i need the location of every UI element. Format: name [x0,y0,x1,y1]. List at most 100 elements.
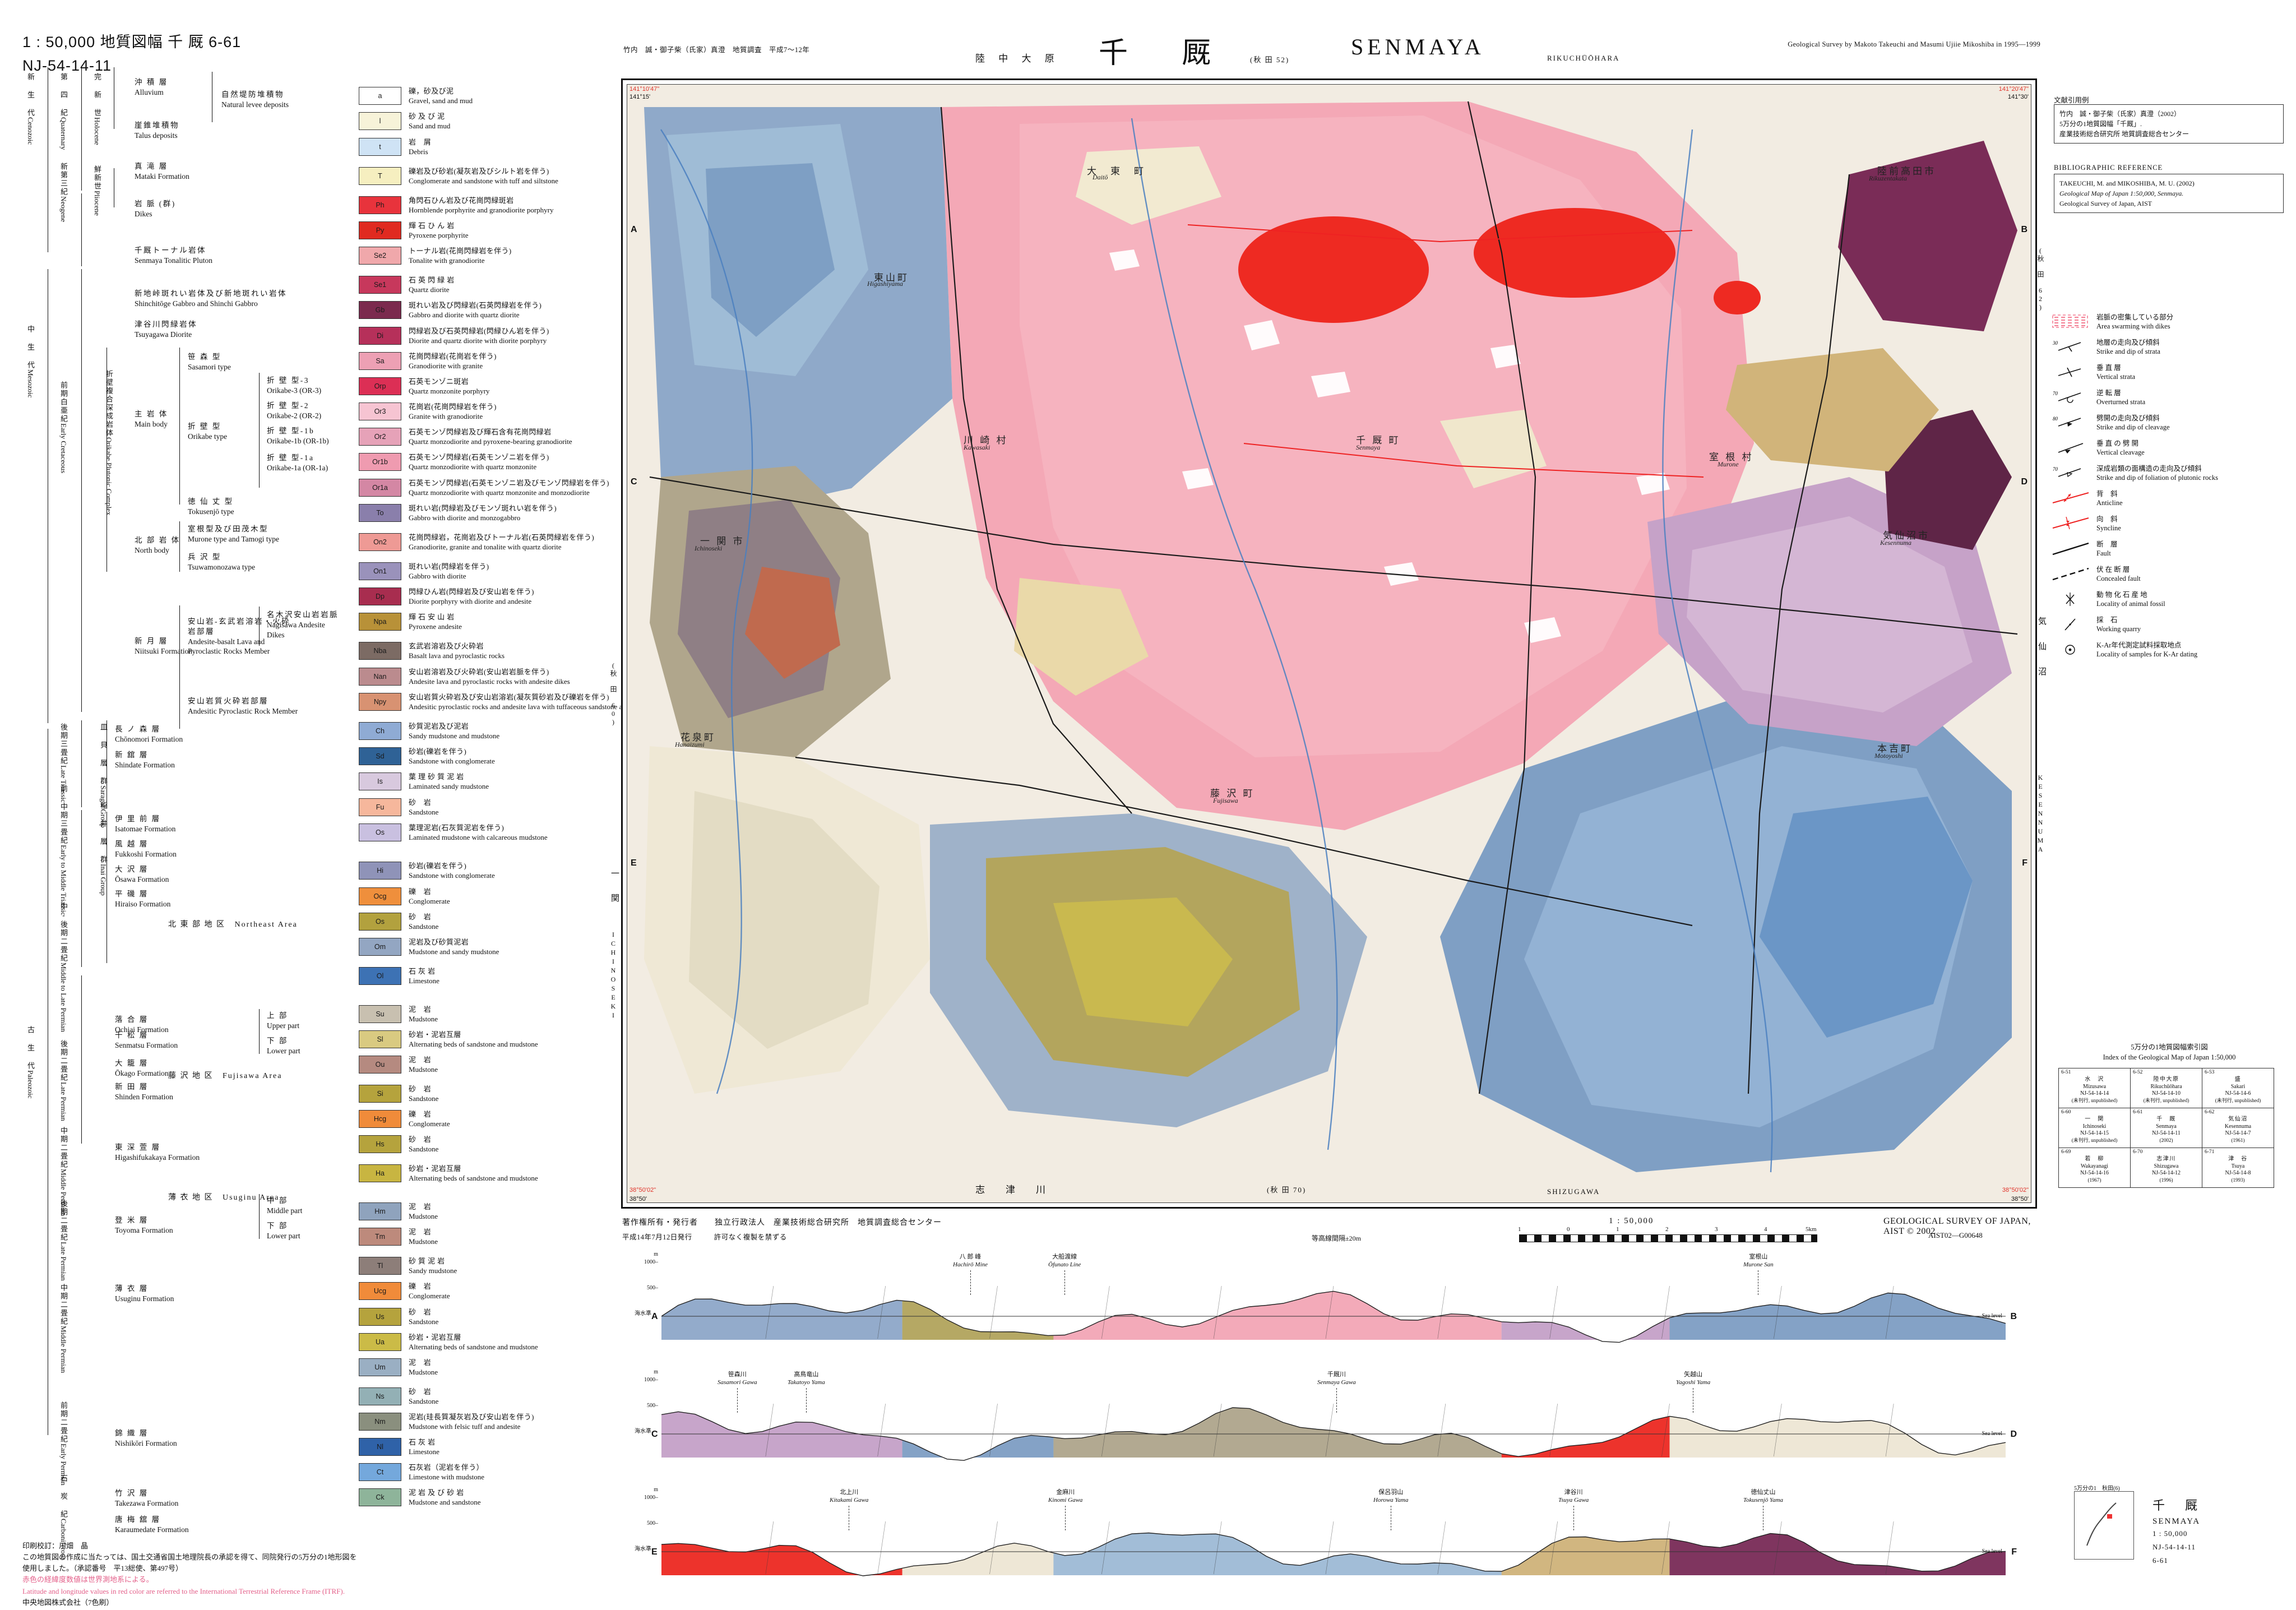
legend-label-jp: 砂 岩 [409,798,432,807]
map-canvas[interactable]: A B C D E F 大 東 町 Daitō 東山町 Higashiyama 川 崎 … [627,84,2031,1203]
legend-swatch-nl: Nl [359,1438,401,1456]
index-cell-en: Senmaya [2156,1123,2177,1130]
legend-code: T [378,172,382,180]
legend-code: Is [377,778,383,785]
index-cell-senmaya[interactable]: 6-61 千 厩 Senmaya NJ-54-14-11 (2002) [2131,1108,2202,1148]
map-place-label: 東山町 [874,272,909,283]
legend-code: Ns [376,1392,385,1400]
xsec-peak-en: Tokusenjō Yama [1743,1496,1784,1503]
syncline-icon [2052,516,2089,530]
legend-row-ua: Ua 砂岩・泥岩互層 Alternating beds of sandstone a… [359,1333,538,1352]
legend-row-is: Is 葉 理 砂 質 泥 岩 Laminated sandy mudstone [359,772,489,791]
neighbour-bottom-jp: 志 津 川 [975,1185,1051,1195]
legend-text: 泥 岩 及 び 砂 岩 Mudstone and sandstone [409,1488,481,1507]
legend-label-en: Tonalite with granodiorite [409,256,485,265]
bracket-quaternary [81,67,82,191]
strike-dip-icon: 30 [2052,340,2081,352]
legend-label-en: Conglomerate [409,896,450,905]
legend-text: 石英モンゾニ斑岩 Quartz monzonite porphyry [409,377,489,396]
legend-label-en: Quartz monzodiorite and pyroxene-bearing… [409,437,572,446]
index-map-grid: 6-51 水 沢 Mizusawa NJ-54-14-14 (未刊行, unpublis… [2058,1068,2274,1188]
index-cell-code: 6-51 [2061,1070,2071,1075]
svg-text:30: 30 [2052,340,2058,346]
legend-label-jp: 砂 岩 [409,1135,432,1144]
unit-orikabe-2: 折 壁 型-2 Orikabe-2 (OR-2) [267,401,322,420]
legend-code: Ch [376,727,385,735]
index-cell-shizugawa[interactable]: 6-70 志津川 Shizugawa NJ-54-14-12 (1996) [2131,1148,2202,1188]
unit-nagisawa-dikes: 名木沢安山岩岩脈 Nagisawa Andesite Dikes [267,610,339,639]
index-cell-nj: NJ-54-14-15 [2080,1130,2109,1136]
symbol-text: 垂 直 層 Vertical strata [2096,363,2135,382]
legend-row-di: Di 閃緑岩及び石英閃緑岩(閃緑ひん岩を伴う) Diorite and quartz… [359,327,549,345]
map-place-label: Murone [1718,460,1739,468]
legend-row-or1a: Or1a 石英モンゾ閃緑岩(石英モンゾニ岩及びモンゾ閃緑岩を伴う) Quartz m… [359,479,609,497]
index-cell-tsuya[interactable]: 6-71 津 谷 Tsuya NJ-54-14-8 (1993) [2202,1148,2274,1188]
legend-text: 砂 岩 Sandstone [409,913,438,931]
legend-text: 砂 質 泥 岩 Sandy mudstone [409,1257,457,1275]
legend-row-os: Os 葉理泥岩(石灰質泥岩を伴う) Laminated mudstone with … [359,823,548,842]
legend-label-en: Sandstone with conglomerate [409,756,495,765]
legend-row-nan: Nan 安山岩溶岩及び火砕岩(安山岩岩脈を伴う) Andesite lava and… [359,668,570,686]
corner-tr-lon-red: 141°20'47" [1998,86,2029,92]
legend-label-jp: 斑れい岩(閃緑岩を伴う) [409,562,489,571]
symbol-label-en: Strike and dip of cleavage [2096,423,2170,432]
map-place-label: 一 関 市 [700,536,745,547]
legend-row-nm: Nm 泥岩(珪長質凝灰岩及び安山岩を伴う) Mudstone with felsic… [359,1413,534,1431]
legend-label-jp: 砂 質 泥 岩 [409,1257,445,1265]
symbol-row-dike-swarm: 岩脈の密集している部分 Area swarming with dikes [2052,313,2173,331]
unit-senmatsu-upper: 上 部 Upper part [267,1011,300,1030]
index-cell-rikuchūōhara[interactable]: 6-52 陸中大原 Rikuchūōhara NJ-54-14-10 (未刊行, unp… [2131,1068,2202,1108]
symbol-text: 背 斜 Anticline [2096,489,2123,508]
map-place-label: Higashiyama [867,280,903,288]
symbol-glyph-wrap: 70 [2052,464,2091,481]
legend-code: On1 [373,567,387,575]
bracket-toyoma-parts [259,1194,260,1239]
legend-row-ol: Ol 石 灰 岩 Limestone [359,967,439,986]
legend-row-t: T 礫岩及び砂岩(凝灰岩及びシルト岩を伴う) Conglomerate and sa… [359,167,558,186]
era-mesozoic: 中 生 代Mesozoic [26,325,35,398]
index-cell-mizusawa[interactable]: 6-51 水 沢 Mizusawa NJ-54-14-14 (未刊行, unpublis… [2059,1068,2131,1108]
legend-label-en: Andesitic pyroclastic rocks and andesite… [409,702,672,711]
xsec-peak-label: 笹森川 Sasamori Gawa [718,1371,757,1413]
legend-row-gb: Gb 斑れい岩及び閃緑岩(石英閃緑岩を伴う) Gabbro and diorite … [359,301,541,320]
legend-row-hs: Hs 砂 岩 Sandstone [359,1135,438,1154]
legend-row-ns: Ns 砂 岩 Sandstone [359,1387,438,1406]
corner-bl-lat: 38°50' [629,1196,647,1202]
index-cell-en: Kesennuma [2224,1123,2252,1130]
legend-row-hm: Hm 泥 岩 Mudstone [359,1202,438,1221]
map-place-label: 花泉町 [681,732,716,743]
index-cell-en: Shizugawa [2154,1163,2179,1169]
sheet-title-line2: NJ-54-14-11 [22,57,112,74]
section-mark-D-right: D [2021,477,2027,487]
gsj-credit: GEOLOGICAL SURVEY OF JAPAN, AIST © 2002 [1883,1216,2031,1236]
index-cell-ichinoseki[interactable]: 6-60 一 関 Ichinoseki NJ-54-14-15 (未刊行, unpubl… [2059,1108,2131,1148]
index-cell-nj: NJ-54-14-11 [2152,1130,2181,1136]
unit-orikabe-3: 折 壁 型-3 Orikabe-3 (OR-3) [267,376,322,395]
legend-text: トーナル岩(花崗閃緑岩を伴う) Tonalite with granodiorit… [409,247,512,265]
bracket-early-mid-triassic [81,810,82,967]
section-mark-C-left: C [631,477,637,487]
xsec-peak-label: 矢越山 Yagoshi Yama [1676,1371,1710,1413]
index-cell-kesennuma[interactable]: 6-62 気仙沼 Kesennuma NJ-54-14-7 (1961) [2202,1108,2274,1148]
index-cell-code: 6-70 [2133,1149,2143,1155]
legend-label-jp: 石 灰 岩 [409,967,436,975]
index-cell-sakari[interactable]: 6-53 盛 Sakari NJ-54-14-6 (未刊行, unpublished) [2202,1068,2274,1108]
legend-swatch-si: Si [359,1085,401,1103]
xsec-sealevel-en: Sea level [1982,1431,2002,1437]
colophon-nj: NJ-54-14-11 [2152,1543,2196,1551]
index-cell-nj: NJ-54-14-8 [2225,1170,2251,1176]
legend-row-sa: Sa 花崗閃緑岩(花崗岩を伴う) Granodiorite with granite [359,352,497,371]
index-cell-year: (1961) [2231,1137,2245,1143]
xsec-peak-jp: 千厩川 [1327,1371,1346,1378]
legend-code: Ou [375,1061,385,1068]
index-cell-jp: 津 谷 [2228,1156,2248,1162]
legend-label-jp: 石灰岩（泥岩を伴う） [409,1463,484,1472]
index-cell-wakayanagi[interactable]: 6-69 若 柳 Wakayanagi NJ-54-14-16 (1967) [2059,1148,2131,1188]
symbol-text: 断 層 Fault [2096,540,2118,558]
symbol-text: 地層の走向及び傾斜 Strike and dip of strata [2096,338,2160,357]
xsec-left-mark: A [651,1312,658,1321]
map-area[interactable]: A B C D E F 大 東 町 Daitō 東山町 Higashiyama 川 崎 … [621,78,2037,1209]
xsec-peak-label: 徳仙丈山 Tokusenjō Yama [1743,1489,1783,1530]
xsec-peak-jp: 保呂羽山 [1378,1489,1404,1496]
symbol-glyph-wrap: 30 [2052,338,2091,355]
